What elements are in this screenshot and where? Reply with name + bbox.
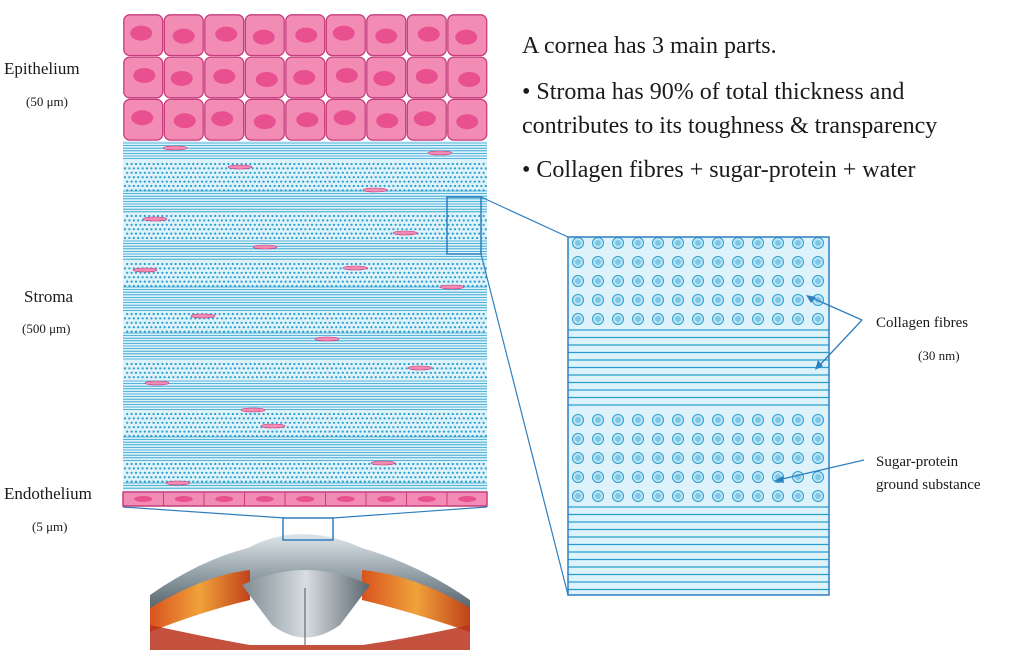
label-endothelium: Endothelium — [4, 484, 92, 503]
stroma-fiber-bands — [123, 142, 487, 489]
arrow-collagen-2 — [817, 319, 863, 368]
bullet-composition: • Collagen fibres + sugar-protein + wate… — [522, 157, 916, 183]
label-epithelium-thickness: (50 μm) — [26, 94, 68, 109]
bullet-stroma-line2: contributes to its toughness & transpare… — [522, 113, 938, 139]
cornea-zoom-box — [282, 517, 334, 541]
eye-connector-right — [332, 506, 488, 519]
bullet-stroma-line1: • Stroma has 90% of total thickness and — [522, 79, 905, 105]
arrow-collagen-1 — [809, 296, 863, 321]
zoom-connector-top — [480, 196, 569, 238]
epithelium-cell-layer — [123, 14, 488, 141]
endothelium-cell-layer — [122, 491, 488, 507]
annotation-collagen-fibres: Collagen fibres — [876, 315, 969, 331]
stroma-magnified-panel — [567, 236, 830, 596]
label-stroma-thickness: (500 μm) — [22, 321, 71, 336]
eye-cross-section-illustration — [122, 506, 488, 650]
annotation-collagen-size: (30 nm) — [918, 348, 960, 363]
stroma-layer — [123, 141, 487, 491]
label-epithelium: Epithelium — [4, 59, 80, 78]
label-stroma: Stroma — [24, 287, 74, 306]
arrow-heads — [774, 295, 823, 483]
annotation-arrows — [777, 296, 865, 481]
zoom-region-box — [446, 196, 482, 255]
eye-connector-left — [122, 506, 286, 519]
label-endothelium-thickness: (5 μm) — [32, 519, 68, 534]
annotation-ground-line2: ground substance — [876, 477, 981, 493]
annotation-ground-line1: Sugar-protein — [876, 454, 959, 470]
arrow-ground-substance — [777, 459, 865, 481]
zoom-connector-bottom — [480, 253, 569, 596]
keratocyte-cells — [132, 145, 465, 486]
heading-text: A cornea has 3 main parts. — [522, 33, 777, 59]
